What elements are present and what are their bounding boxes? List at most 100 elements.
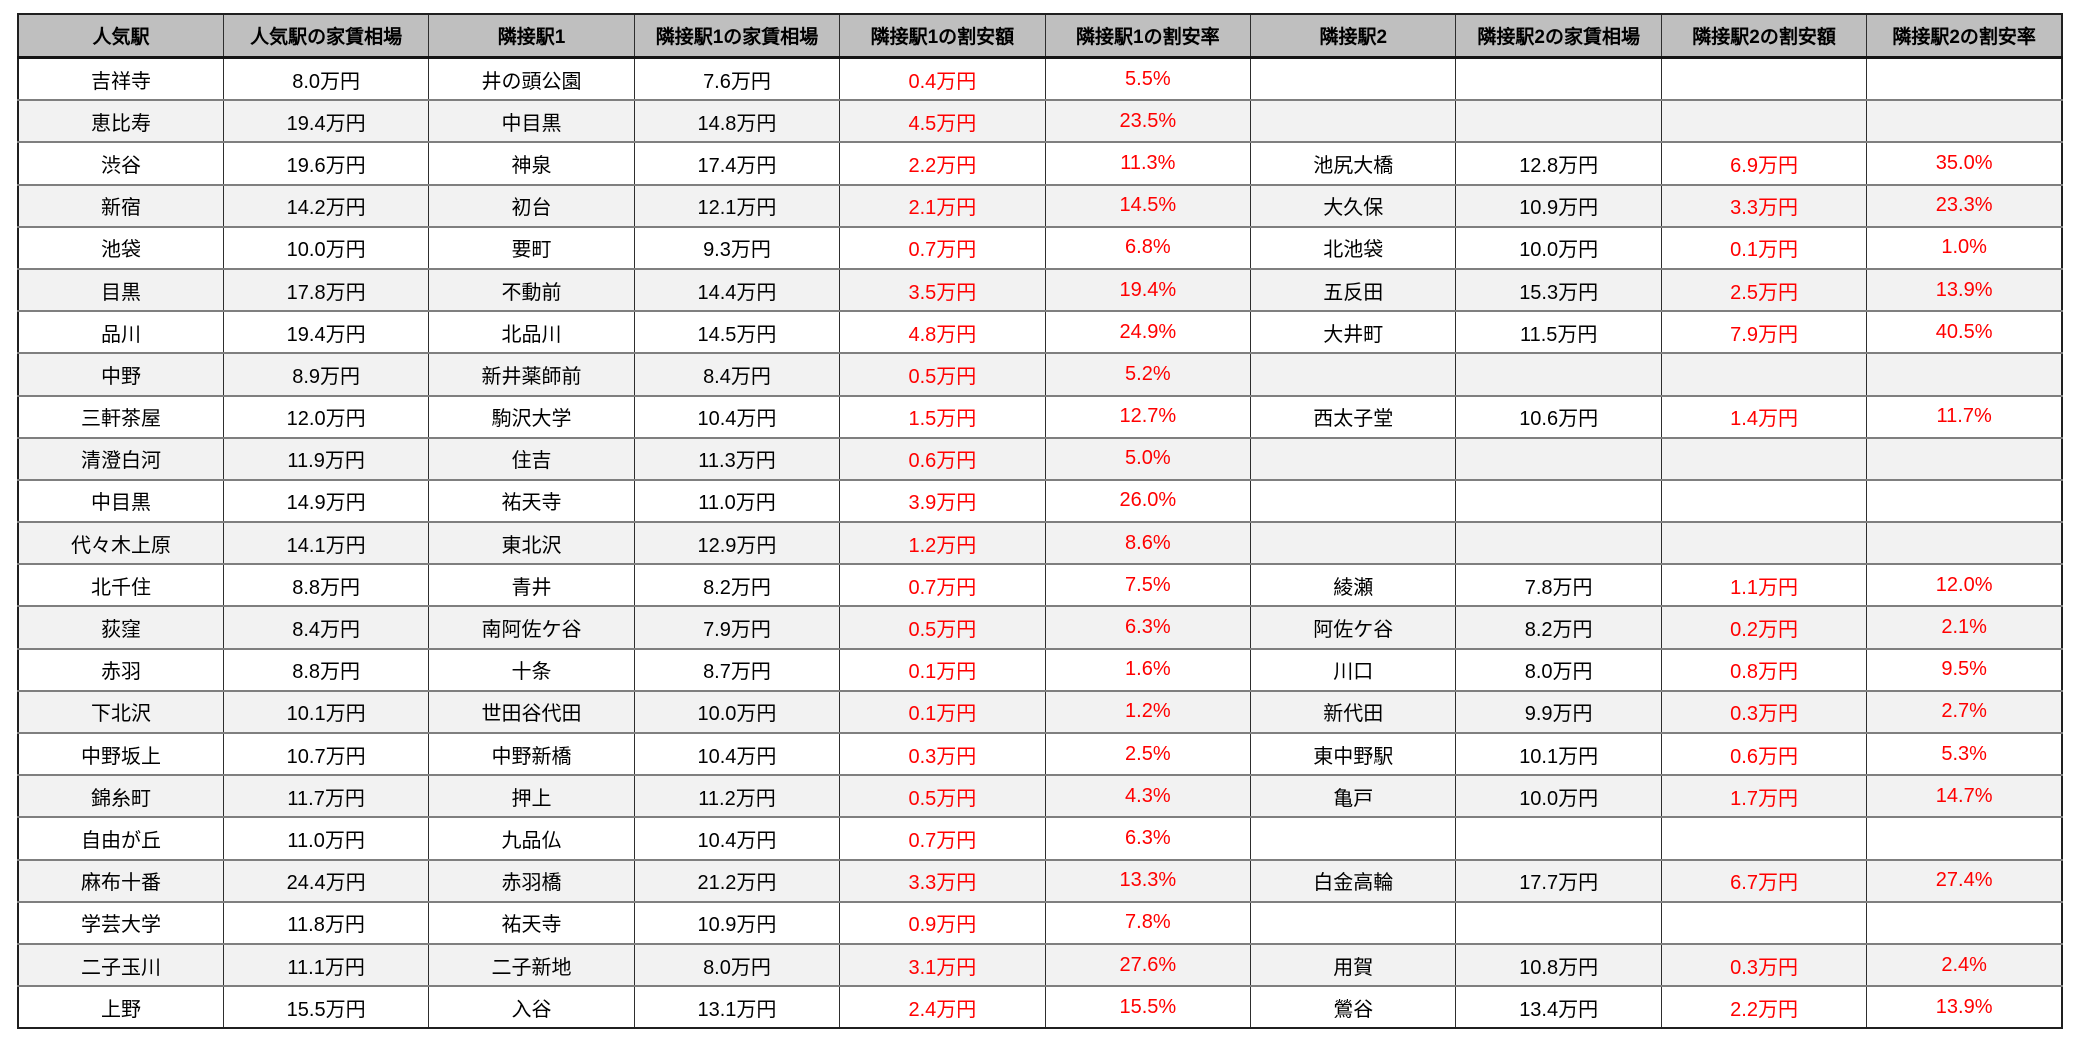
cell: 9.5% — [1866, 647, 2063, 691]
table-row: 赤羽 8.8万円 十条 8.7万円 0.1万円 1.6% 川口 8.0万円 0.8万円 9.5% — [17, 647, 2063, 691]
cell: 8.0万円 — [1455, 647, 1662, 691]
cell: 23.3% — [1866, 183, 2063, 227]
cell: 中野 — [17, 352, 224, 396]
cell: 祐天寺 — [428, 478, 635, 523]
cell: 新宿 — [17, 183, 224, 227]
cell: 9.3万円 — [633, 225, 841, 269]
cell: 世田谷代田 — [428, 689, 635, 733]
cell: 12.0万円 — [222, 394, 430, 438]
table-row: 荻窪 8.4万円 南阿佐ケ谷 7.9万円 0.5万円 6.3% 阿佐ケ谷 8.2万円 0.2万円… — [17, 605, 2063, 649]
cell: 0.2万円 — [1660, 605, 1868, 649]
cell: 19.4万円 — [222, 310, 430, 354]
cell — [1660, 99, 1868, 143]
column-header-0: 人気駅 — [17, 14, 224, 59]
cell: 上野 — [17, 985, 224, 1029]
cell — [1866, 478, 2063, 523]
cell: 川口 — [1250, 647, 1457, 691]
cell: 10.1万円 — [1455, 731, 1662, 776]
cell: 0.1万円 — [839, 647, 1046, 691]
cell: 住吉 — [428, 436, 635, 480]
cell: 0.3万円 — [1660, 942, 1868, 987]
cell — [1660, 352, 1868, 396]
cell: 14.2万円 — [222, 183, 430, 227]
cell: 麻布十番 — [17, 858, 224, 902]
cell: 13.9% — [1866, 985, 2063, 1029]
cell: 17.8万円 — [222, 267, 430, 312]
table-body: 吉祥寺 8.0万円 井の頭公園 7.6万円 0.4万円 5.5% 恵比寿 19.4万円 中目黒 1… — [17, 57, 2063, 1029]
cell: 13.9% — [1866, 267, 2063, 312]
cell: 2.1万円 — [839, 183, 1046, 227]
cell: 11.3万円 — [633, 436, 841, 480]
cell: 10.8万円 — [1455, 942, 1662, 987]
cell: 14.5% — [1044, 183, 1252, 227]
cell: 新代田 — [1250, 689, 1457, 733]
cell: 北千住 — [17, 563, 224, 607]
cell: 学芸大学 — [17, 900, 224, 944]
cell — [1866, 900, 2063, 944]
cell: 5.5% — [1044, 57, 1252, 101]
table-row: 吉祥寺 8.0万円 井の頭公園 7.6万円 0.4万円 5.5% — [17, 57, 2063, 101]
cell: 荻窪 — [17, 605, 224, 649]
table-row: 学芸大学 11.8万円 祐天寺 10.9万円 0.9万円 7.8% — [17, 900, 2063, 944]
column-header-6: 隣接駅2 — [1250, 14, 1457, 59]
cell: 6.9万円 — [1660, 141, 1868, 185]
cell: 3.3万円 — [1660, 183, 1868, 227]
table-row: 代々木上原 14.1万円 東北沢 12.9万円 1.2万円 8.6% — [17, 521, 2063, 565]
cell: 赤羽 — [17, 647, 224, 691]
cell: 11.0万円 — [222, 816, 430, 860]
cell: 4.5万円 — [839, 99, 1046, 143]
cell: 4.3% — [1044, 774, 1252, 818]
cell: 7.8万円 — [1455, 563, 1662, 607]
cell: 14.7% — [1866, 774, 2063, 818]
cell: 大久保 — [1250, 183, 1457, 227]
cell: 10.7万円 — [222, 731, 430, 776]
cell: 北品川 — [428, 310, 635, 354]
table-row: 渋谷 19.6万円 神泉 17.4万円 2.2万円 11.3% 池尻大橋 12.8万円 6.9万… — [17, 141, 2063, 185]
cell: 12.1万円 — [633, 183, 841, 227]
cell: 0.7万円 — [839, 225, 1046, 269]
cell: 0.6万円 — [839, 436, 1046, 480]
cell: 新井薬師前 — [428, 352, 635, 396]
cell — [1660, 436, 1868, 480]
cell: 12.7% — [1044, 394, 1252, 438]
cell — [1866, 816, 2063, 860]
cell: 12.8万円 — [1455, 141, 1662, 185]
cell: 6.3% — [1044, 605, 1252, 649]
column-header-7: 隣接駅2の家賃相場 — [1455, 14, 1662, 59]
column-header-8: 隣接駅2の割安額 — [1660, 14, 1868, 59]
table-row: 錦糸町 11.7万円 押上 11.2万円 0.5万円 4.3% 亀戸 10.0万円 1.7万円 1… — [17, 774, 2063, 818]
cell: 赤羽橋 — [428, 858, 635, 902]
cell: 8.0万円 — [222, 57, 430, 101]
cell: 10.9万円 — [1455, 183, 1662, 227]
cell: 8.8万円 — [222, 647, 430, 691]
cell: 10.0万円 — [1455, 774, 1662, 818]
cell: 11.3% — [1044, 141, 1252, 185]
cell: 1.7万円 — [1660, 774, 1868, 818]
cell: 用賀 — [1250, 942, 1457, 987]
cell: 井の頭公園 — [428, 57, 635, 101]
cell: 2.4万円 — [839, 985, 1046, 1029]
cell: 10.6万円 — [1455, 394, 1662, 438]
cell: 17.7万円 — [1455, 858, 1662, 902]
cell: 12.0% — [1866, 563, 2063, 607]
column-header-3: 隣接駅1の家賃相場 — [633, 14, 841, 59]
cell: 11.8万円 — [222, 900, 430, 944]
cell: 不動前 — [428, 267, 635, 312]
cell: 吉祥寺 — [17, 57, 224, 101]
cell: 17.4万円 — [633, 141, 841, 185]
cell — [1455, 57, 1662, 101]
cell — [1455, 900, 1662, 944]
cell: 8.4万円 — [633, 352, 841, 396]
table-row: 上野 15.5万円 入谷 13.1万円 2.4万円 15.5% 鶯谷 13.4万円 2.2万円 1… — [17, 985, 2063, 1029]
cell — [1250, 816, 1457, 860]
cell: 三軒茶屋 — [17, 394, 224, 438]
cell: 15.3万円 — [1455, 267, 1662, 312]
cell: 0.1万円 — [839, 689, 1046, 733]
cell: 駒沢大学 — [428, 394, 635, 438]
table-row: 三軒茶屋 12.0万円 駒沢大学 10.4万円 1.5万円 12.7% 西太子堂 10.6万円… — [17, 394, 2063, 438]
cell: 0.4万円 — [839, 57, 1046, 101]
column-header-5: 隣接駅1の割安率 — [1044, 14, 1252, 59]
cell: 15.5% — [1044, 985, 1252, 1029]
table-row: 下北沢 10.1万円 世田谷代田 10.0万円 0.1万円 1.2% 新代田 9.9万円 0.3… — [17, 689, 2063, 733]
cell: 11.7万円 — [222, 774, 430, 818]
